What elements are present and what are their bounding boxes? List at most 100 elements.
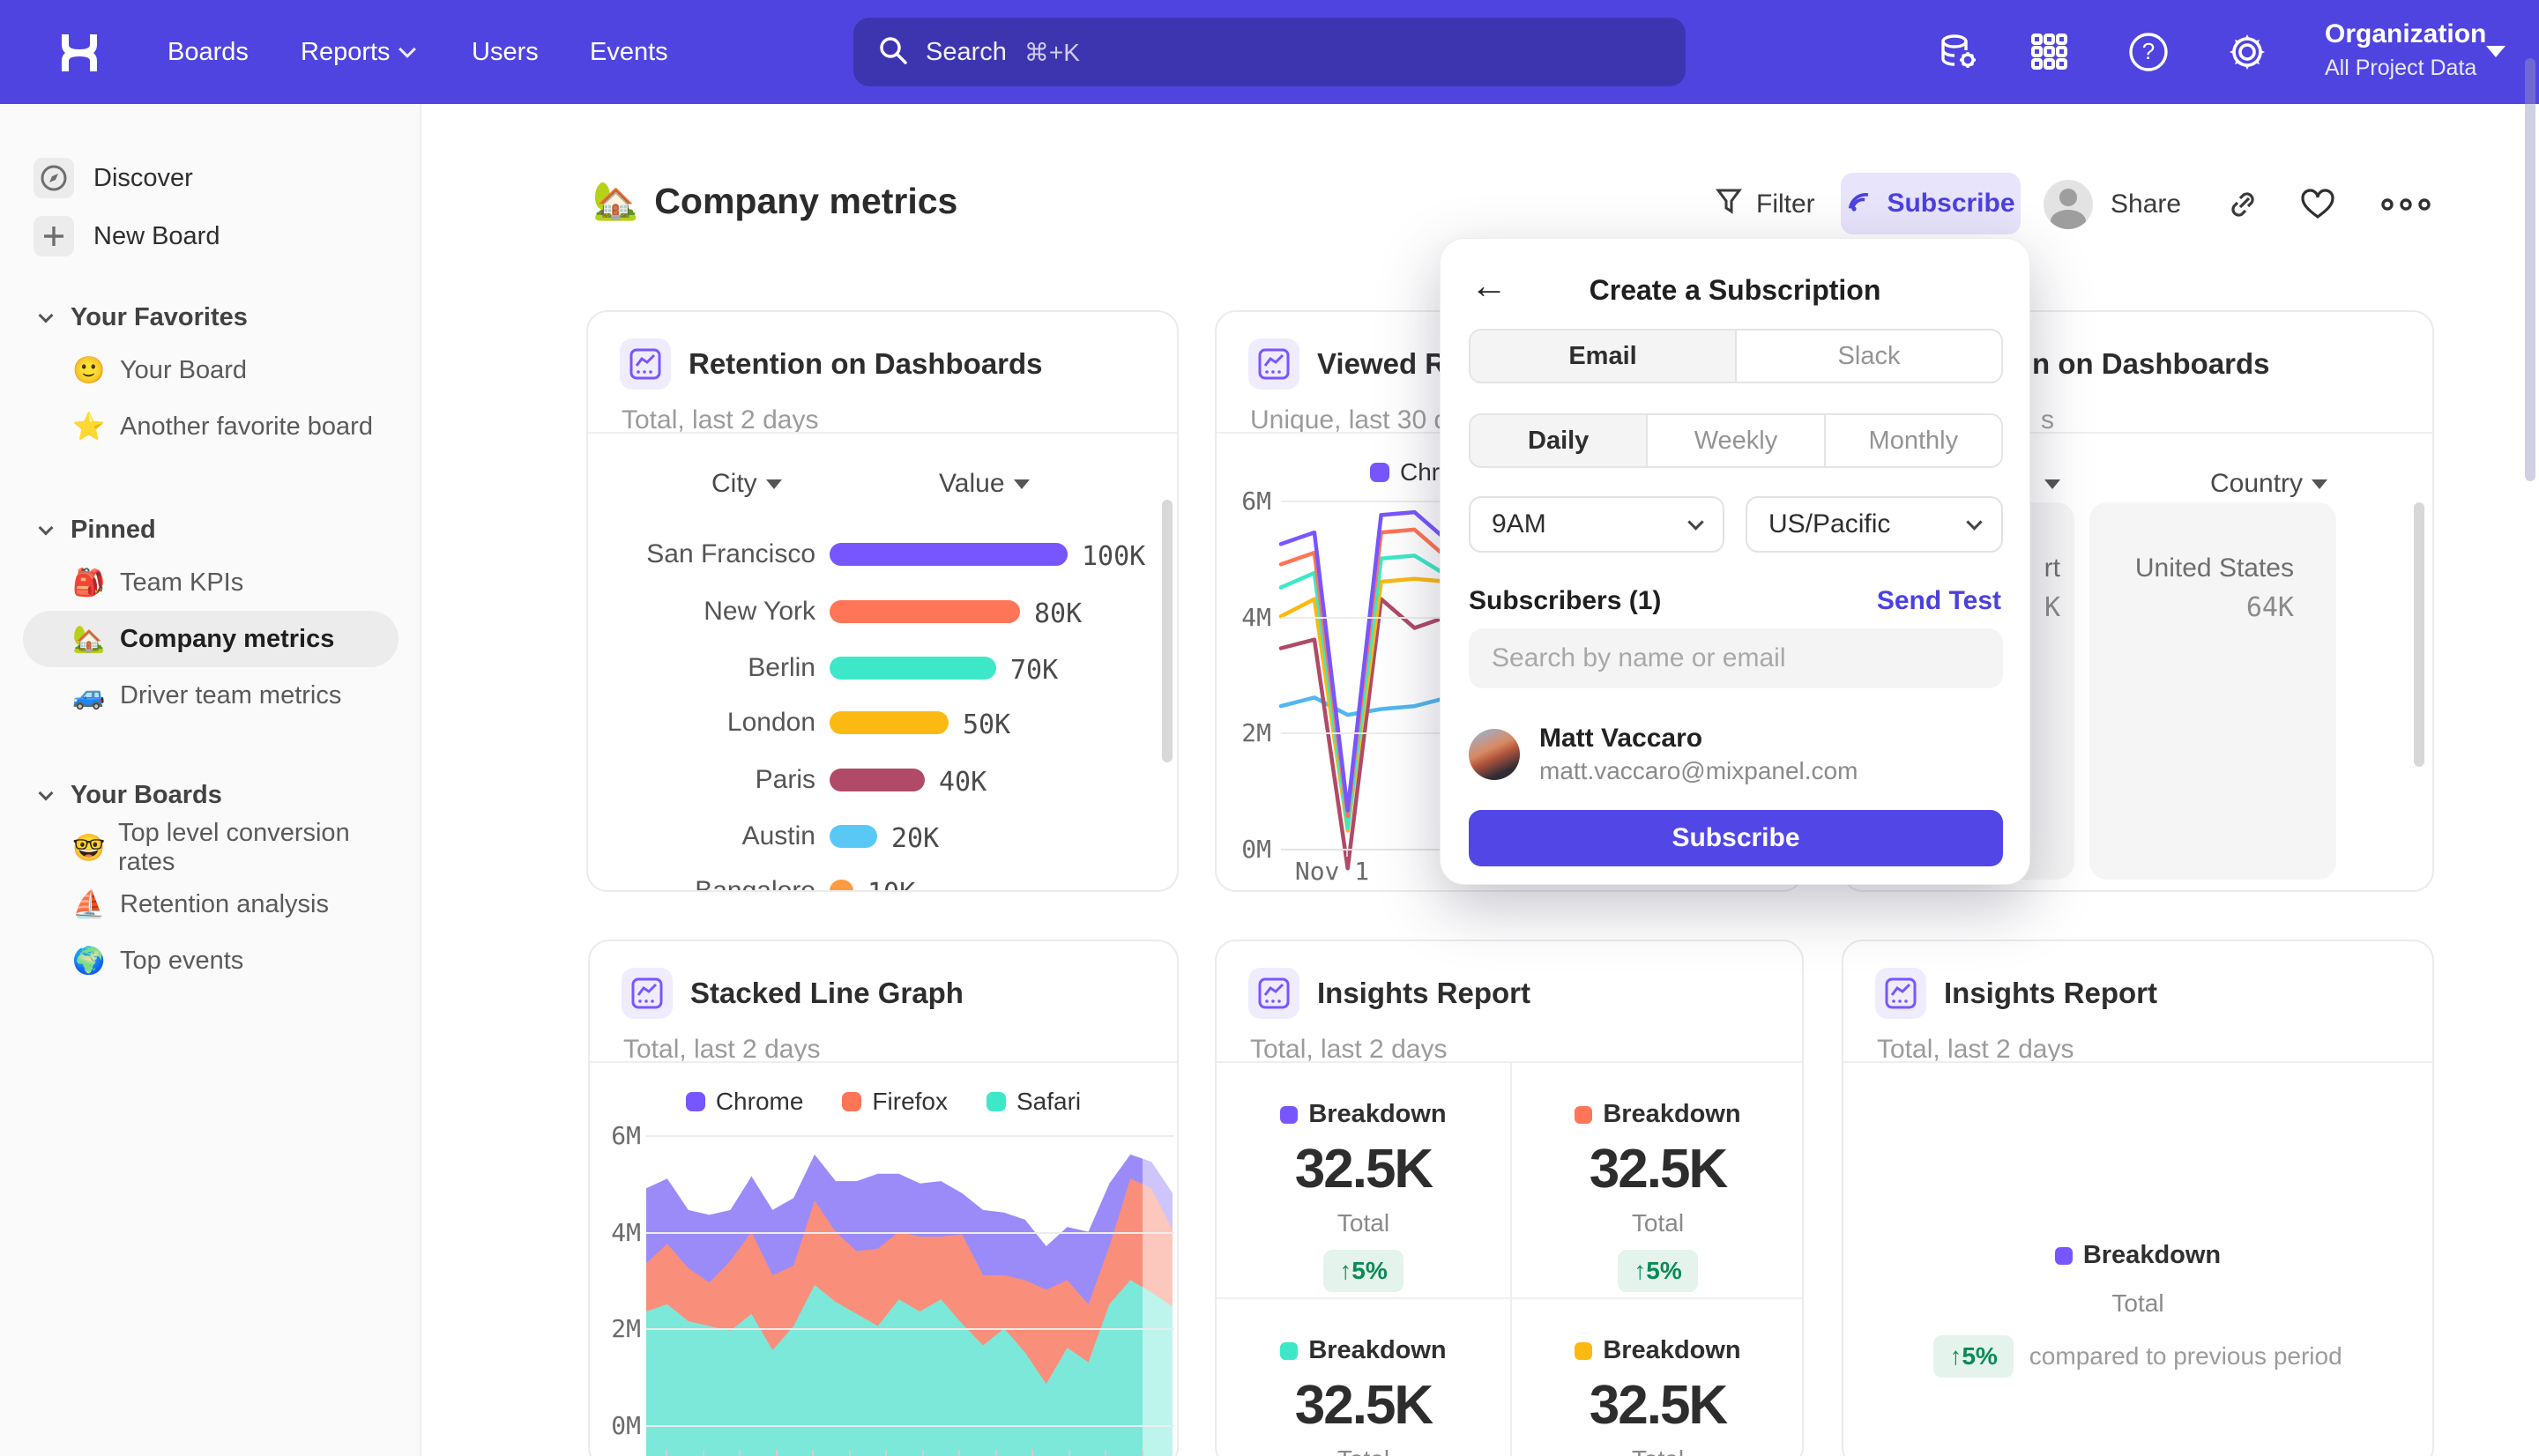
nav-label: Reports	[301, 37, 391, 66]
search-bar[interactable]: Search ⌘+K	[853, 18, 1686, 86]
column-sort-city[interactable]: City	[711, 469, 782, 499]
copy-link-icon[interactable]	[2225, 175, 2260, 234]
share-button[interactable]: Share	[2111, 175, 2181, 234]
sidebar-item-driver-team-metrics[interactable]: 🚙 Driver team metrics	[23, 667, 398, 724]
col-country-label: Country	[2210, 469, 2304, 498]
insight-cell: Breakdown 32.5K Total ↑5%	[1511, 1100, 1802, 1292]
tab-email[interactable]: Email	[1471, 331, 1735, 382]
table-row[interactable]: Paris 40K	[588, 765, 1177, 798]
legend-swatch	[1370, 463, 1389, 482]
column-sort-value[interactable]: Value	[939, 469, 1030, 499]
sidebar-item-discover[interactable]: Discover	[0, 150, 421, 206]
section-title: Your Boards	[71, 780, 222, 809]
x-tick	[994, 1450, 997, 1456]
chevron-down-icon	[38, 520, 54, 536]
x-tick	[739, 1450, 741, 1456]
sidebar-item-label: Top level conversion rates	[117, 819, 350, 876]
page-title-text: Company metrics	[654, 181, 958, 221]
settings-gear-icon[interactable]	[2225, 30, 2269, 74]
legend-label: Safari	[1016, 1088, 1082, 1115]
board-owner-avatar[interactable]	[2044, 180, 2093, 229]
table-row[interactable]: New York 80K	[588, 597, 1177, 629]
favorite-heart-icon[interactable]	[2299, 175, 2336, 234]
sidebar-item-label: Top events	[120, 946, 244, 975]
total-label: Total	[1632, 1445, 1684, 1456]
filter-button[interactable]: Filter	[1714, 175, 1815, 234]
tab-daily[interactable]: Daily	[1471, 415, 1647, 466]
table-row[interactable]: London 50K	[588, 708, 1177, 740]
sidebar-item-company-metrics[interactable]: 🏡 Company metrics	[23, 611, 398, 667]
sidebar-item-another-favorite-board[interactable]: ⭐ Another favorite board	[23, 398, 398, 455]
card-title: Stacked Line Graph	[690, 977, 964, 1009]
sidebar-item-your-board[interactable]: 🙂 Your Board	[23, 342, 398, 398]
table-row[interactable]: Austin 20K	[588, 821, 1177, 854]
time-select[interactable]: 9AM	[1469, 496, 1724, 553]
tab-monthly[interactable]: Monthly	[1823, 415, 2001, 466]
board-emoji: 🌍	[72, 946, 106, 976]
nav-item-reports[interactable]: Reports	[301, 0, 416, 104]
y-axis-label: 4M	[1241, 603, 1271, 632]
subscriber-search-input[interactable]	[1469, 628, 2003, 688]
legend-item-firefox: Firefox	[842, 1088, 948, 1116]
tab-weekly[interactable]: Weekly	[1646, 415, 1824, 466]
modal-subscribe-button[interactable]: Subscribe	[1469, 810, 2003, 866]
chevron-down-icon	[38, 308, 54, 323]
legend-swatch	[685, 1092, 705, 1111]
sidebar-section: Your Favorites 🙂 Your Board ⭐ Another favori…	[0, 293, 421, 455]
more-options-icon[interactable]	[2380, 175, 2433, 234]
sidebar-item-top-events[interactable]: 🌍 Top events	[23, 932, 398, 989]
sidebar-item-retention-analysis[interactable]: ⛵ Retention analysis	[23, 876, 398, 932]
board-emoji: 🏡	[72, 624, 106, 654]
cell-legend: Breakdown	[1575, 1100, 1741, 1129]
subscriber-row[interactable]: Matt Vaccaro matt.vaccaro@mixpanel.com	[1469, 722, 1858, 787]
send-test-link[interactable]: Send Test	[1876, 586, 2001, 615]
card-scrollbar[interactable]	[2414, 502, 2424, 767]
sidebar-item-top-level-conversion-rates[interactable]: 🤓 Top level conversion rates	[23, 819, 398, 876]
mixpanel-logo-icon[interactable]	[58, 32, 101, 78]
legend-item-safari: Safari	[987, 1088, 1081, 1116]
legend-dot	[1280, 1341, 1299, 1360]
sidebar-item-new-board[interactable]: New Board	[0, 208, 421, 264]
section-title: Your Favorites	[71, 302, 248, 331]
tab-slack[interactable]: Slack	[1735, 331, 2001, 382]
back-arrow-icon[interactable]: ←	[1471, 264, 1508, 306]
nav-item-users[interactable]: Users	[472, 0, 539, 104]
cell-city: New York	[704, 597, 815, 626]
legend-label: Chrome	[715, 1088, 804, 1115]
subscribe-button[interactable]: Subscribe	[1841, 173, 2021, 234]
delta-badge: ↑5%	[1323, 1250, 1404, 1292]
column-sort-country[interactable]: Country	[2210, 469, 2328, 499]
country-tile-united-states: United States 64K	[2089, 502, 2336, 880]
chart-legend: Chrome Firefox Safari	[590, 1088, 1177, 1116]
apps-grid-icon[interactable]	[2028, 30, 2072, 74]
card-title: Insights Report	[1317, 977, 1531, 1009]
report-chart-icon	[1248, 338, 1299, 390]
card-scrollbar[interactable]	[1162, 500, 1173, 762]
table-row[interactable]: Bangalore 10K	[588, 876, 1177, 890]
section-header-your-favorites[interactable]: Your Favorites	[0, 293, 421, 342]
legend-item-chrome: Chrome	[685, 1088, 804, 1116]
nav-item-events[interactable]: Events	[590, 0, 668, 104]
table-row[interactable]: San Francisco 100K	[588, 539, 1177, 572]
cell-value: 80K	[1034, 598, 1083, 629]
x-tick	[848, 1450, 851, 1456]
y-axis-label: 0M	[611, 1411, 641, 1440]
help-icon[interactable]: ?	[2126, 30, 2170, 74]
table-row[interactable]: Berlin 70K	[588, 653, 1177, 686]
gridline	[646, 1328, 1174, 1330]
data-gear-icon[interactable]	[1936, 30, 1980, 74]
y-axis-label: 4M	[611, 1218, 641, 1247]
section-header-your-boards[interactable]: Your Boards	[0, 770, 421, 820]
page-scrollbar[interactable]	[2525, 58, 2535, 481]
timezone-select[interactable]: US/Pacific	[1746, 496, 2003, 553]
card-title-visible: n on Dashboards	[2032, 347, 2270, 380]
section-header-pinned[interactable]: Pinned	[0, 505, 421, 554]
tile-line2: K	[2044, 592, 2060, 623]
nav-item-boards[interactable]: Boards	[168, 0, 249, 104]
chevron-down-icon	[398, 41, 416, 58]
cell-legend: Breakdown	[1280, 1100, 1447, 1129]
sidebar-item-team-kpis[interactable]: 🎒 Team KPIs	[23, 554, 398, 611]
org-project-switcher[interactable]: Organization All Project Data	[2325, 16, 2519, 83]
org-caret-icon	[2486, 46, 2505, 57]
